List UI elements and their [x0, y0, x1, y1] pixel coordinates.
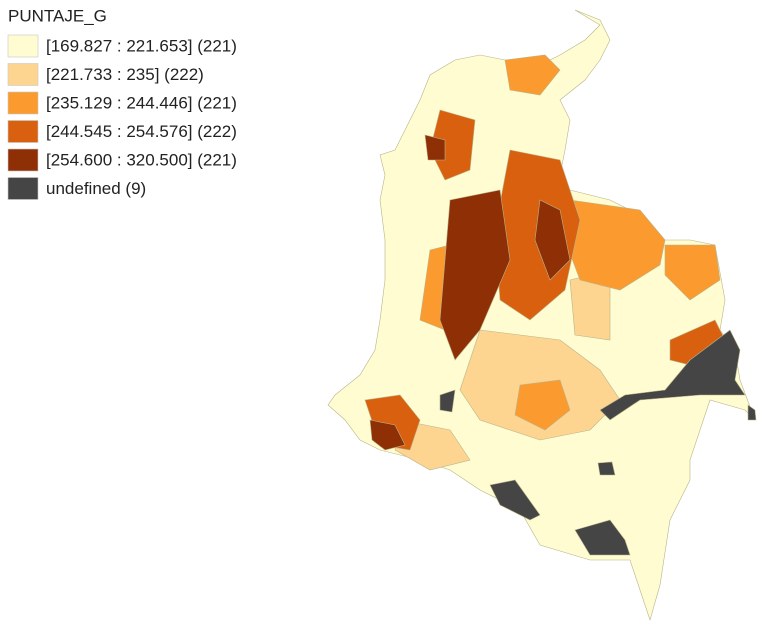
legend-swatch [7, 91, 39, 115]
legend-label: [221.733 : 235] (222) [46, 65, 204, 84]
region [534, 199, 571, 281]
region [369, 419, 406, 451]
legend-swatch [7, 120, 39, 143]
region [424, 134, 446, 161]
region [514, 379, 571, 431]
legend-swatch [7, 148, 39, 172]
region [747, 404, 757, 421]
legend-label: [169.827 : 221.653] (221) [46, 36, 237, 55]
legend-label: [254.600 : 320.500] (221) [46, 150, 237, 169]
legend-swatch [7, 63, 39, 86]
region [599, 329, 746, 421]
region [439, 189, 511, 361]
map [327, 9, 757, 622]
legend-label: [244.545 : 254.576] (222) [46, 122, 237, 141]
legend-swatch [7, 34, 39, 58]
legend-label: [235.129 : 244.446] (221) [46, 93, 237, 112]
region [574, 519, 631, 556]
legend-swatch [7, 177, 39, 200]
legend-title: PUNTAJE_G [8, 6, 107, 25]
region [597, 461, 616, 476]
region [504, 54, 561, 96]
legend-label: undefined (9) [46, 179, 146, 198]
region [489, 479, 541, 521]
region [439, 389, 456, 413]
country-outline [327, 9, 756, 622]
region [664, 244, 721, 301]
